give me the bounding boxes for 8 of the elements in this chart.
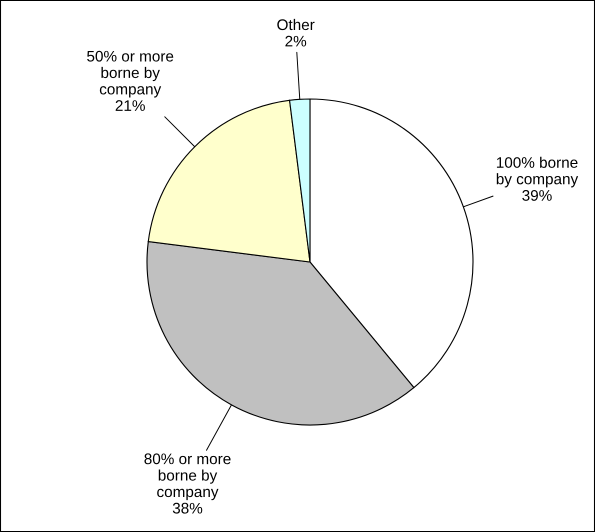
slice-label: 50% or more borne by company	[87, 50, 174, 98]
data-label: 21%	[116, 100, 145, 111]
slice-label: Other	[277, 18, 315, 30]
slice-label: 100% borne by company	[496, 156, 578, 188]
slice-label: 80% or more borne by company	[144, 453, 231, 500]
data-label: 2%	[285, 36, 306, 47]
data-label: 39%	[522, 190, 552, 201]
data-label: 38%	[172, 502, 202, 514]
